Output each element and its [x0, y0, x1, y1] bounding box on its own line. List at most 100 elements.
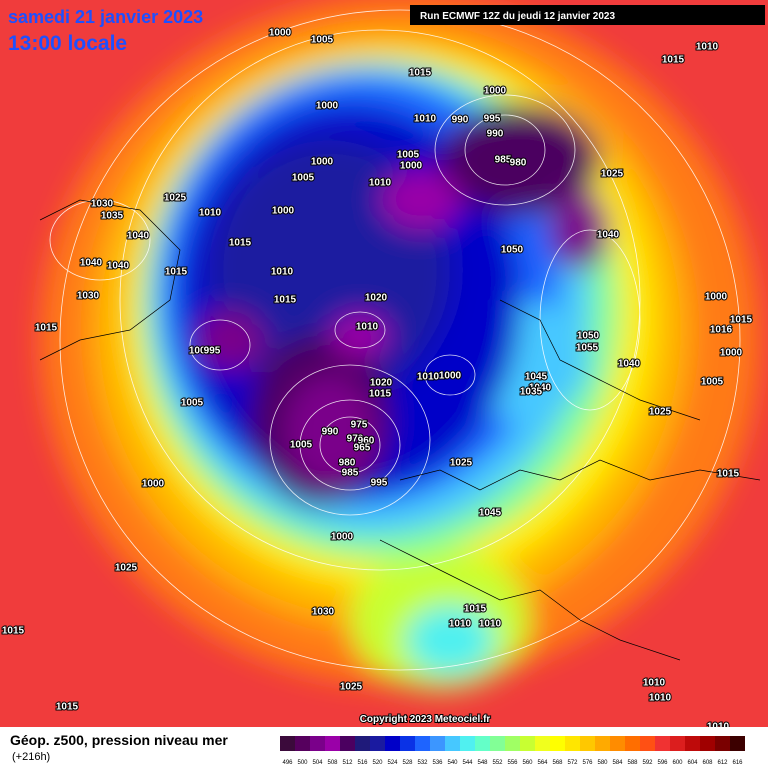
isobar-label: 1005 — [397, 150, 420, 161]
isobar-label: 1055 — [576, 343, 599, 354]
isobar-label: 1015 — [717, 469, 740, 480]
isobar-label: 1015 — [730, 315, 753, 326]
isobar-label: 1040 — [107, 261, 130, 272]
legend-label: 584 — [612, 760, 623, 766]
isobar-label: 1015 — [464, 604, 487, 615]
legend-label: 524 — [387, 760, 398, 766]
isobar-label: 1015 — [2, 626, 25, 637]
legend-swatch — [520, 736, 535, 751]
run-info: Run ECMWF 12Z du jeudi 12 janvier 2023 — [420, 11, 615, 22]
legend-swatch — [355, 736, 370, 751]
legend-swatch — [580, 736, 595, 751]
isobar-label: 1015 — [409, 68, 432, 79]
isobar-label: 1040 — [529, 383, 552, 394]
isobar-label: 975 — [351, 420, 368, 431]
legend-label: 532 — [417, 760, 428, 766]
isobar-label: 1030 — [312, 607, 335, 618]
legend-swatch — [280, 736, 295, 751]
isobar-label: 980 — [510, 158, 527, 169]
isobar-label: 1025 — [115, 563, 138, 574]
isobar-label: 1035 — [520, 387, 543, 398]
legend-swatch — [430, 736, 445, 751]
isobar-label: 1005 — [181, 398, 204, 409]
isobar-label: 1015 — [229, 238, 252, 249]
isobar-label: 990 — [322, 427, 339, 438]
isobar-label: 1000 — [269, 28, 292, 39]
isobar-label: 1000 — [311, 157, 334, 168]
legend-swatch — [655, 736, 670, 751]
legend-swatch — [625, 736, 640, 751]
isobar-label: 1015 — [369, 389, 392, 400]
isobar-label: 1020 — [365, 293, 388, 304]
isobar-label: 995 — [204, 346, 221, 357]
legend-swatch — [640, 736, 655, 751]
isobar-label: 1015 — [662, 55, 685, 66]
legend-label: 516 — [357, 760, 368, 766]
isobar-label: 985 — [342, 468, 359, 479]
isobar-label: 1020 — [370, 378, 393, 389]
legend-label: 572 — [567, 760, 578, 766]
isobar-label: 1015 — [35, 323, 58, 334]
lead-time: (+216h) — [12, 751, 50, 763]
legend-label: 564 — [537, 760, 548, 766]
legend-label: 544 — [462, 760, 473, 766]
legend-label: 608 — [702, 760, 713, 766]
legend-label: 500 — [297, 760, 308, 766]
legend-label: 600 — [672, 760, 683, 766]
legend-swatch — [310, 736, 325, 751]
legend-label: 580 — [597, 760, 608, 766]
legend-swatch — [460, 736, 475, 751]
legend-label: 612 — [717, 760, 728, 766]
legend-swatch — [670, 736, 685, 751]
isobar-label: 1050 — [577, 331, 600, 342]
legend-label: 576 — [582, 760, 593, 766]
isobar-label: 1040 — [597, 230, 620, 241]
isobar-label: 1030 — [91, 199, 114, 210]
legend-label: 540 — [447, 760, 458, 766]
legend-swatch — [325, 736, 340, 751]
isobar-label: 1000 — [720, 348, 743, 359]
legend-swatch — [715, 736, 730, 751]
isobar-label: 1040 — [618, 359, 641, 370]
isobar-label: 1045 — [525, 372, 548, 383]
isobar-label: 1040 — [127, 231, 150, 242]
isobar-label: 1000 — [705, 292, 728, 303]
isobar-label: 1010 — [271, 267, 294, 278]
legend-swatch — [490, 736, 505, 751]
legend-label: 616 — [732, 760, 743, 766]
isobar-label: 1005 — [311, 35, 334, 46]
legend-label: 588 — [627, 760, 638, 766]
legend-label: 556 — [507, 760, 518, 766]
legend-label: 560 — [522, 760, 533, 766]
isobar-label: 1045 — [479, 508, 502, 519]
legend-swatch — [505, 736, 520, 751]
isobar-label: 1025 — [649, 407, 672, 418]
isobar-label: 1000 — [272, 206, 295, 217]
legend-swatch — [550, 736, 565, 751]
isobar-label: 1005 — [292, 173, 315, 184]
isobar-label: 1010 — [414, 114, 437, 125]
isobar-label: 995 — [371, 478, 388, 489]
isobar-label: 1010 — [356, 322, 379, 333]
isobar-label: 1005 — [701, 377, 724, 388]
legend-label: 552 — [492, 760, 503, 766]
isobar-label: 1000 — [400, 161, 423, 172]
isobar-label: 960 — [358, 436, 375, 447]
legend-swatch — [700, 736, 715, 751]
legend-label: 568 — [552, 760, 563, 766]
coastlines — [39, 199, 761, 661]
isobar-label: 980 — [339, 458, 356, 469]
run-box — [410, 5, 765, 25]
legend-swatch — [475, 736, 490, 751]
legend-swatch — [340, 736, 355, 751]
legend-swatch — [535, 736, 550, 751]
date: samedi 21 janvier 2023 — [8, 7, 203, 27]
isobar-label: 985 — [495, 155, 512, 166]
isobar-label: 1015 — [56, 702, 79, 713]
legend: 496 500 504 508 512 516 520 524 528 532 536 540 544 5… — [280, 736, 745, 766]
isobar-label: 1010 — [643, 678, 666, 689]
isobar-label: 970 — [347, 434, 364, 445]
time: 13:00 locale — [8, 32, 127, 55]
legend-swatch — [415, 736, 430, 751]
